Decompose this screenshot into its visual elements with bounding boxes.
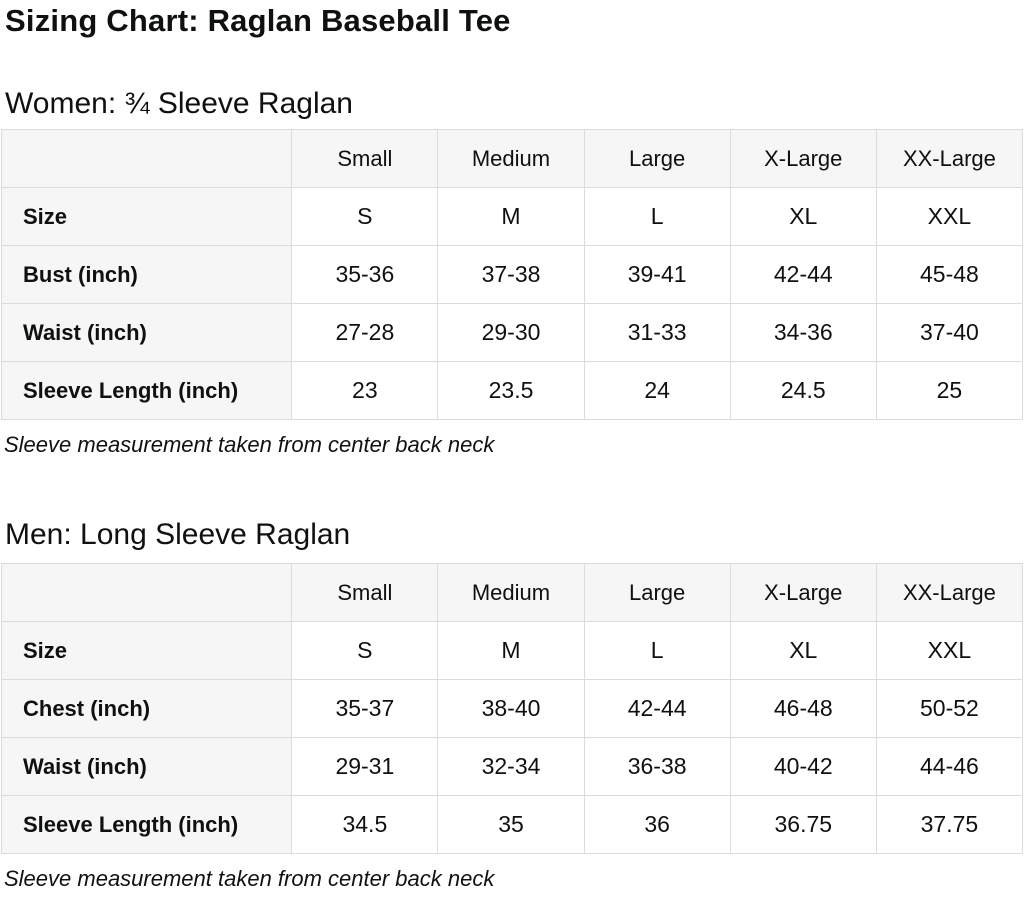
measurement-cell: 29-31 (291, 737, 439, 796)
measurement-cell: 36.75 (729, 795, 877, 854)
measurement-cell: 42-44 (583, 679, 731, 738)
measurement-cell: 44-46 (875, 737, 1024, 796)
table-header-row: Small Medium Large X-Large XX-Large (0, 563, 1024, 622)
size-cell: M (437, 187, 585, 246)
table-row-chest: Chest (inch) 35-37 38-40 42-44 46-48 50-… (0, 679, 1024, 738)
size-cell: S (291, 187, 439, 246)
row-label-size: Size (0, 187, 293, 246)
column-header-medium: Medium (437, 563, 585, 622)
column-header-x-large: X-Large (729, 129, 877, 188)
measurement-cell: 35 (437, 795, 585, 854)
column-header-x-large: X-Large (729, 563, 877, 622)
measurement-cell: 23.5 (437, 361, 585, 420)
men-sizing-section: Men: Long Sleeve Raglan Small Medium Lar… (0, 515, 1024, 891)
measurement-cell: 24.5 (729, 361, 877, 420)
measurement-cell: 37-40 (875, 303, 1024, 362)
measurement-cell: 37-38 (437, 245, 585, 304)
women-sizing-section: Women: ¾ Sleeve Raglan Small Medium Larg… (0, 84, 1024, 457)
size-cell: XL (729, 621, 877, 680)
measurement-cell: 29-30 (437, 303, 585, 362)
measurement-cell: 37.75 (875, 795, 1024, 854)
size-cell: XXL (875, 187, 1024, 246)
measurement-cell: 32-34 (437, 737, 585, 796)
column-header-xx-large: XX-Large (875, 129, 1024, 188)
size-cell: S (291, 621, 439, 680)
measurement-cell: 24 (583, 361, 731, 420)
column-header-large: Large (583, 129, 731, 188)
measurement-cell: 35-36 (291, 245, 439, 304)
measurement-cell: 50-52 (875, 679, 1024, 738)
measurement-cell: 23 (291, 361, 439, 420)
measurement-cell: 25 (875, 361, 1024, 420)
measurement-cell: 39-41 (583, 245, 731, 304)
measurement-cell: 34-36 (729, 303, 877, 362)
table-row-sleeve-length: Sleeve Length (inch) 23 23.5 24 24.5 25 (0, 361, 1024, 420)
row-label-bust: Bust (inch) (0, 245, 293, 304)
table-row-bust: Bust (inch) 35-36 37-38 39-41 42-44 45-4… (0, 245, 1024, 304)
size-cell: M (437, 621, 585, 680)
size-cell: L (583, 621, 731, 680)
row-label-sleeve-length: Sleeve Length (inch) (0, 795, 293, 854)
column-header-small: Small (291, 563, 439, 622)
measurement-cell: 31-33 (583, 303, 731, 362)
row-label-waist: Waist (inch) (0, 303, 293, 362)
measurement-cell: 38-40 (437, 679, 585, 738)
row-label-waist: Waist (inch) (0, 737, 293, 796)
column-header-large: Large (583, 563, 731, 622)
table-row-waist: Waist (inch) 27-28 29-30 31-33 34-36 37-… (0, 303, 1024, 362)
measurement-cell: 46-48 (729, 679, 877, 738)
column-header-small: Small (291, 129, 439, 188)
corner-cell (0, 129, 293, 188)
table-header-row: Small Medium Large X-Large XX-Large (0, 129, 1024, 188)
page-title: Sizing Chart: Raglan Baseball Tee (5, 3, 511, 38)
table-row-size: Size S M L XL XXL (0, 187, 1024, 246)
measurement-cell: 45-48 (875, 245, 1024, 304)
column-header-xx-large: XX-Large (875, 563, 1024, 622)
measurement-cell: 40-42 (729, 737, 877, 796)
women-size-table: Small Medium Large X-Large XX-Large Size… (0, 129, 1024, 420)
men-size-table: Small Medium Large X-Large XX-Large Size… (0, 563, 1024, 854)
sleeve-measurement-note: Sleeve measurement taken from center bac… (4, 432, 495, 457)
row-label-chest: Chest (inch) (0, 679, 293, 738)
measurement-cell: 27-28 (291, 303, 439, 362)
women-section-heading: Women: ¾ Sleeve Raglan (5, 87, 353, 120)
sleeve-measurement-note: Sleeve measurement taken from center bac… (4, 866, 495, 891)
row-label-size: Size (0, 621, 293, 680)
measurement-cell: 36 (583, 795, 731, 854)
table-row-size: Size S M L XL XXL (0, 621, 1024, 680)
table-row-waist: Waist (inch) 29-31 32-34 36-38 40-42 44-… (0, 737, 1024, 796)
table-row-sleeve-length: Sleeve Length (inch) 34.5 35 36 36.75 37… (0, 795, 1024, 854)
column-header-medium: Medium (437, 129, 585, 188)
size-cell: L (583, 187, 731, 246)
measurement-cell: 36-38 (583, 737, 731, 796)
measurement-cell: 42-44 (729, 245, 877, 304)
measurement-cell: 35-37 (291, 679, 439, 738)
corner-cell (0, 563, 293, 622)
size-cell: XL (729, 187, 877, 246)
size-cell: XXL (875, 621, 1024, 680)
row-label-sleeve-length: Sleeve Length (inch) (0, 361, 293, 420)
measurement-cell: 34.5 (291, 795, 439, 854)
men-section-heading: Men: Long Sleeve Raglan (5, 518, 351, 551)
